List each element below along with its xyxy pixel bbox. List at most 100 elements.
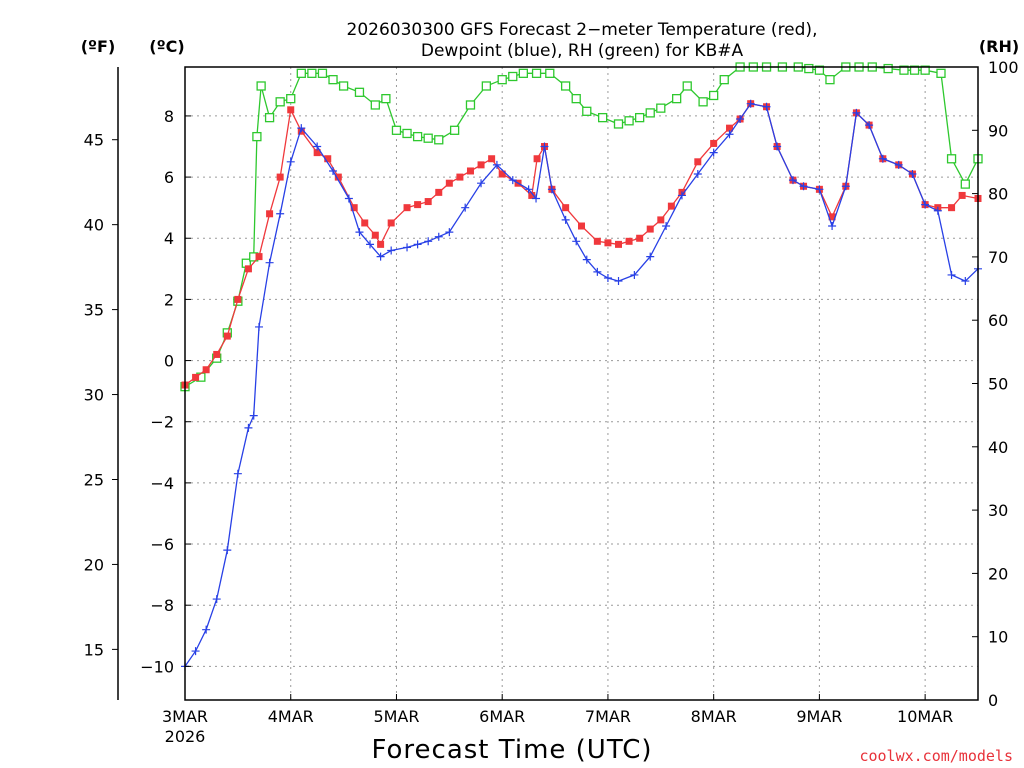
rh-point <box>252 131 262 142</box>
rh-point <box>883 63 893 74</box>
rh-point <box>391 125 402 135</box>
temperature-point <box>202 366 210 374</box>
rh-point <box>449 125 460 135</box>
temperature-point <box>646 225 654 233</box>
rh-tick-label: 30 <box>988 501 1008 520</box>
dewpoint-point <box>313 142 322 151</box>
celsius-unit-label: (ºC) <box>149 37 184 56</box>
dewpoint-point <box>725 130 734 139</box>
chart-title-line1: 2026030300 GFS Forecast 2−meter Temperat… <box>347 20 818 40</box>
dewpoint-point <box>492 160 501 169</box>
dewpoint-point <box>603 274 612 282</box>
x-tick-label: 7MAR <box>585 707 631 726</box>
dewpoint-point <box>424 237 433 246</box>
dewpoint-point <box>276 209 285 218</box>
dewpoint-point <box>376 252 385 261</box>
temperature-point <box>578 222 585 230</box>
rh-point <box>920 65 930 75</box>
dewpoint-point <box>662 222 671 231</box>
dewpoint-point <box>561 215 570 224</box>
temperature-point <box>498 170 506 178</box>
temperature-point <box>477 161 485 169</box>
rh-tick-label: 40 <box>988 438 1008 457</box>
rh-point <box>518 68 528 78</box>
dewpoint-point <box>746 99 755 108</box>
dewpoint-point <box>524 185 533 194</box>
dewpoint-point <box>445 228 454 237</box>
celsius-tick-label: 0 <box>164 352 174 371</box>
fahrenheit-tick-label: 20 <box>84 555 104 574</box>
dewpoint-point <box>297 124 306 133</box>
temperature-point <box>387 219 395 227</box>
fahrenheit-tick-label: 40 <box>84 216 104 235</box>
rh-point <box>814 65 825 75</box>
x-tick-label: 10MAR <box>897 707 953 726</box>
celsius-tick-label: −10 <box>140 657 174 676</box>
rh-point <box>672 94 682 104</box>
rh-point <box>531 68 542 78</box>
rh-point <box>286 94 296 104</box>
temperature-point <box>636 234 644 242</box>
temperature-point <box>488 155 496 163</box>
rh-point <box>434 135 444 145</box>
dewpoint-point <box>202 625 211 634</box>
tick-labels: 15202530354045−10−8−6−4−2024680102030405… <box>84 58 1019 746</box>
rh-point <box>354 87 365 97</box>
rh-point <box>545 68 555 78</box>
temperature-point <box>276 173 284 181</box>
fahrenheit-tick-label: 45 <box>84 131 104 150</box>
fahrenheit-tick-label: 15 <box>84 640 104 659</box>
dewpoint-point <box>547 185 556 194</box>
temperature-point <box>694 158 702 166</box>
rh-point <box>645 108 655 118</box>
temperature-point <box>244 265 252 273</box>
temperature-point <box>593 237 601 245</box>
temperature-point <box>287 106 295 114</box>
rh-point <box>635 112 645 123</box>
x-tick-label: 5MAR <box>373 707 419 726</box>
dewpoint-point <box>828 222 837 231</box>
rh-tick-label: 70 <box>988 248 1008 267</box>
dewpoint-point <box>933 206 942 215</box>
dewpoint-point <box>773 142 782 151</box>
temperature-point <box>255 253 263 261</box>
celsius-tick-label: −8 <box>150 596 174 615</box>
rh-point <box>682 81 692 91</box>
dewpoint-point <box>593 267 602 276</box>
temperature-point <box>371 231 379 239</box>
dewpoint-point <box>762 102 771 111</box>
temperature-point <box>435 188 443 196</box>
dewpoint-point <box>908 170 917 179</box>
fahrenheit-tick-label: 35 <box>84 301 104 320</box>
celsius-tick-label: 2 <box>164 290 174 309</box>
dewpoint-point <box>477 179 486 188</box>
temperature-point <box>350 204 358 212</box>
dewpoint-point <box>265 258 274 267</box>
x-tick-label: 3MAR <box>162 707 208 726</box>
dewpoint-point <box>572 237 581 246</box>
temperature-point <box>403 204 411 212</box>
temperature-point <box>604 239 612 247</box>
dewpoint-point <box>852 108 861 117</box>
rh-point <box>423 133 433 143</box>
rh-point <box>571 94 581 104</box>
temperature-point <box>192 373 200 381</box>
rh-point <box>946 154 957 164</box>
rh-point <box>825 75 835 85</box>
celsius-tick-label: −4 <box>150 474 174 493</box>
fahrenheit-tick-label: 30 <box>84 386 104 405</box>
fahrenheit-unit-label: (ºF) <box>81 37 116 56</box>
rh-tick-label: 20 <box>988 564 1008 583</box>
dewpoint-point <box>677 191 686 200</box>
rh-point <box>709 90 719 101</box>
rh-point <box>936 68 946 78</box>
rh-point <box>317 68 328 78</box>
temperature-point <box>625 237 633 245</box>
dewpoint-point <box>532 194 541 203</box>
rh-point <box>597 112 608 123</box>
rh-point <box>275 97 285 107</box>
credit-text[interactable]: coolwx.com/models <box>859 747 1013 765</box>
rh-point <box>698 97 708 107</box>
temperature-point <box>334 173 342 181</box>
